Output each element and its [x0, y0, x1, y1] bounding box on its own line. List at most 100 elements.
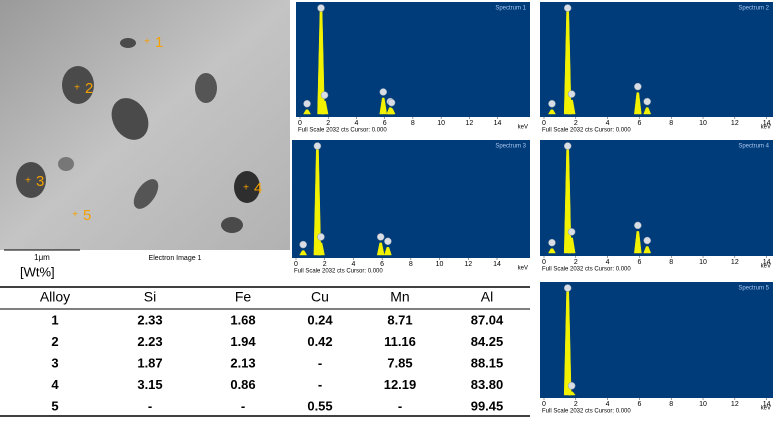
table-cell: 5	[51, 398, 58, 413]
x-tick-label: 0	[294, 261, 298, 268]
peak-marker	[376, 233, 385, 241]
point-marker: +	[74, 83, 80, 94]
spectrum-title: Spectrum 2	[738, 6, 769, 12]
particles	[16, 38, 260, 233]
x-tick-label: 4	[606, 120, 610, 127]
peak-marker	[548, 99, 556, 108]
x-tick-label: 8	[409, 261, 413, 268]
x-unit: keV	[518, 266, 528, 272]
table-cell: -	[398, 398, 402, 413]
peak	[567, 391, 576, 396]
x-tick-label: 2	[574, 259, 578, 266]
point-label: 5	[83, 207, 91, 224]
table-header: Al	[481, 289, 493, 305]
micrograph-caption: Electron Image 1	[149, 255, 202, 262]
peak-marker	[643, 236, 651, 245]
x-tick-label: 0	[542, 259, 546, 266]
peak	[567, 237, 576, 254]
point-label: 3	[36, 173, 44, 190]
spectrum-plot	[292, 140, 530, 258]
peak-marker	[299, 240, 307, 249]
spectrum-title: Spectrum 5	[738, 286, 769, 292]
x-tick-label: 0	[542, 401, 546, 408]
x-tick-label: 12	[465, 120, 473, 127]
point-marker: +	[72, 210, 78, 221]
x-tick-label: 4	[351, 261, 355, 268]
x-tick-label: 10	[437, 120, 445, 127]
spectrum-plot	[296, 2, 530, 117]
x-unit: keV	[761, 406, 771, 412]
peak-marker	[317, 233, 325, 241]
spectrum-title: Spectrum 1	[495, 6, 526, 12]
point-marker: +	[243, 183, 249, 194]
table-header: Cu	[311, 289, 329, 305]
point-marker: +	[25, 176, 31, 187]
x-tick-label: 14	[763, 401, 771, 408]
x-tick-label: 2	[323, 261, 327, 268]
peak	[387, 108, 396, 115]
table-cell: 0.42	[307, 334, 332, 349]
peak	[320, 100, 329, 115]
peak-marker	[563, 142, 572, 150]
spectrum-footer: Full Scale 2032 cts Cursor: 0.000	[542, 128, 631, 134]
x-tick-label: 4	[354, 120, 358, 127]
point-label: 2	[85, 80, 93, 97]
table-cell: 2	[51, 334, 58, 349]
x-tick-label: 6	[383, 120, 387, 127]
peak-marker	[634, 82, 642, 91]
x-tick-label: 6	[637, 259, 641, 266]
x-tick-label: 12	[731, 259, 739, 266]
x-tick-label: 12	[731, 401, 739, 408]
peak-marker	[567, 228, 576, 236]
spectrum-title: Spectrum 3	[495, 144, 526, 150]
point-marker: +	[144, 37, 150, 48]
x-tick-label: 8	[669, 401, 673, 408]
spectrum-plot	[540, 282, 773, 398]
point-label: 4	[254, 180, 262, 197]
peak	[548, 109, 556, 115]
table-cell: -	[318, 377, 322, 392]
x-unit: keV	[518, 125, 528, 131]
peak	[303, 109, 311, 115]
peak	[634, 231, 642, 254]
spectrum-footer: Full Scale 2032 cts Cursor: 0.000	[298, 128, 387, 134]
peak-marker	[384, 237, 392, 246]
table-cell: 3.15	[137, 377, 162, 392]
peak	[548, 248, 556, 254]
x-tick-label: 6	[637, 120, 641, 127]
spectrum-footer: Full Scale 2032 cts Cursor: 0.000	[542, 267, 631, 273]
peak	[567, 99, 576, 115]
x-tick-label: 2	[574, 401, 578, 408]
peak	[634, 92, 642, 115]
x-tick-label: 8	[669, 120, 673, 127]
peak	[643, 246, 652, 254]
table-header: Fe	[235, 289, 252, 305]
x-tick-label: 2	[574, 120, 578, 127]
table-cell: 83.80	[471, 377, 504, 392]
table-cell: 1	[51, 312, 58, 327]
table-cell: 2.13	[230, 355, 255, 370]
peak	[384, 247, 392, 256]
peak-marker	[634, 221, 642, 230]
spectrum-footer: Full Scale 2032 cts Cursor: 0.000	[294, 269, 383, 275]
table-cell: -	[148, 398, 152, 413]
x-tick-label: 6	[380, 261, 384, 268]
x-tick-label: 14	[763, 259, 771, 266]
x-tick-label: 8	[669, 259, 673, 266]
peak-marker	[303, 99, 311, 108]
table-cell: 0.86	[230, 377, 255, 392]
x-tick-label: 8	[411, 120, 415, 127]
spectrum-footer: Full Scale 2032 cts Cursor: 0.000	[542, 409, 631, 415]
peak-marker	[563, 4, 572, 12]
micrograph	[0, 0, 290, 251]
table-cell: -	[241, 398, 245, 413]
peak	[376, 242, 385, 256]
table-cell: 1.94	[230, 334, 256, 349]
spectrum-plot	[540, 2, 773, 117]
peak-marker	[548, 238, 556, 247]
spectrum-title: Spectrum 4	[738, 144, 769, 150]
peak-marker	[567, 90, 576, 98]
x-tick-label: 10	[699, 259, 707, 266]
x-tick-label: 2	[326, 120, 330, 127]
table-cell: 1.87	[137, 355, 162, 370]
